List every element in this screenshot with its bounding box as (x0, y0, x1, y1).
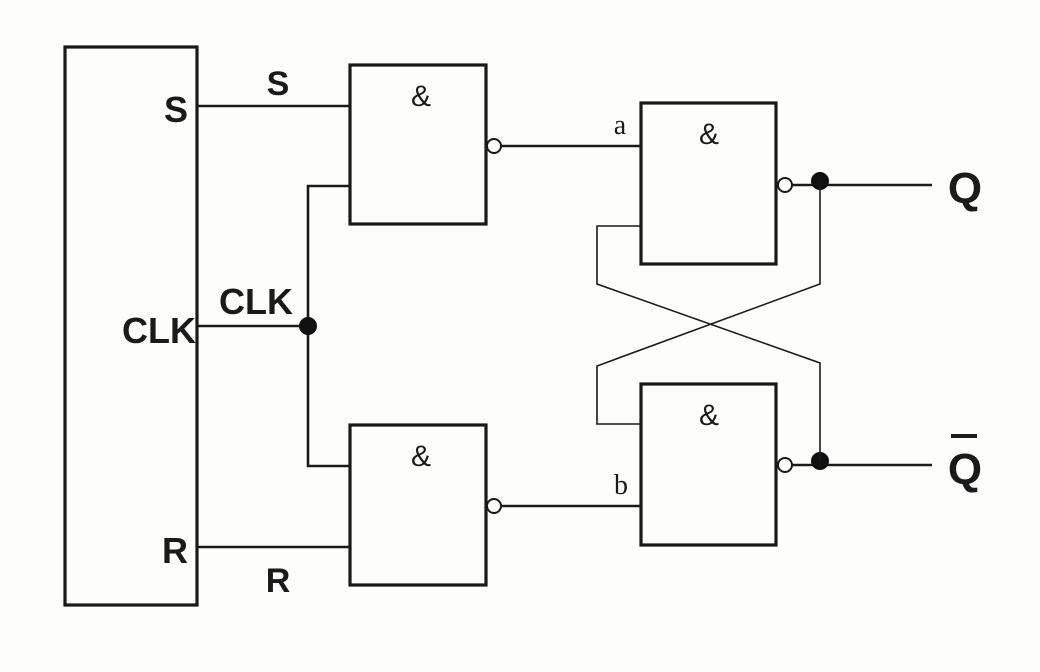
wire-label-r: R (266, 562, 291, 600)
input-block (63, 45, 199, 607)
block-pin-s: S (164, 89, 188, 130)
feedback-wire-q-bar-to-gate-3 (596, 225, 821, 461)
output-label-q-bar: Q (948, 445, 982, 494)
gate-2-inverter-bubble (486, 498, 502, 514)
wire-label-b: b (614, 470, 628, 501)
wire-label-s: S (267, 65, 290, 103)
gate-3-symbol: & (699, 118, 719, 151)
wire-label-a: a (614, 110, 627, 141)
gate-3-inverter-bubble (777, 177, 793, 193)
nand-gate-4 (639, 382, 778, 547)
wire-label-clk: CLK (219, 281, 293, 322)
gate-4-inverter-bubble (777, 457, 793, 473)
nand-gate-2 (348, 423, 488, 587)
junction-clk (299, 317, 317, 335)
nand-gate-3 (639, 101, 778, 266)
gate-1-inverter-bubble (486, 138, 502, 154)
block-pin-r: R (162, 530, 188, 571)
nand-gate-1 (348, 63, 488, 226)
block-pin-clk: CLK (122, 310, 196, 351)
output-label-q: Q (948, 164, 982, 213)
gate-4-symbol: & (699, 399, 719, 432)
gate-2-symbol: & (411, 440, 431, 473)
gate-1-symbol: & (411, 80, 431, 113)
feedback-wire-q-to-gate-4 (596, 181, 821, 425)
